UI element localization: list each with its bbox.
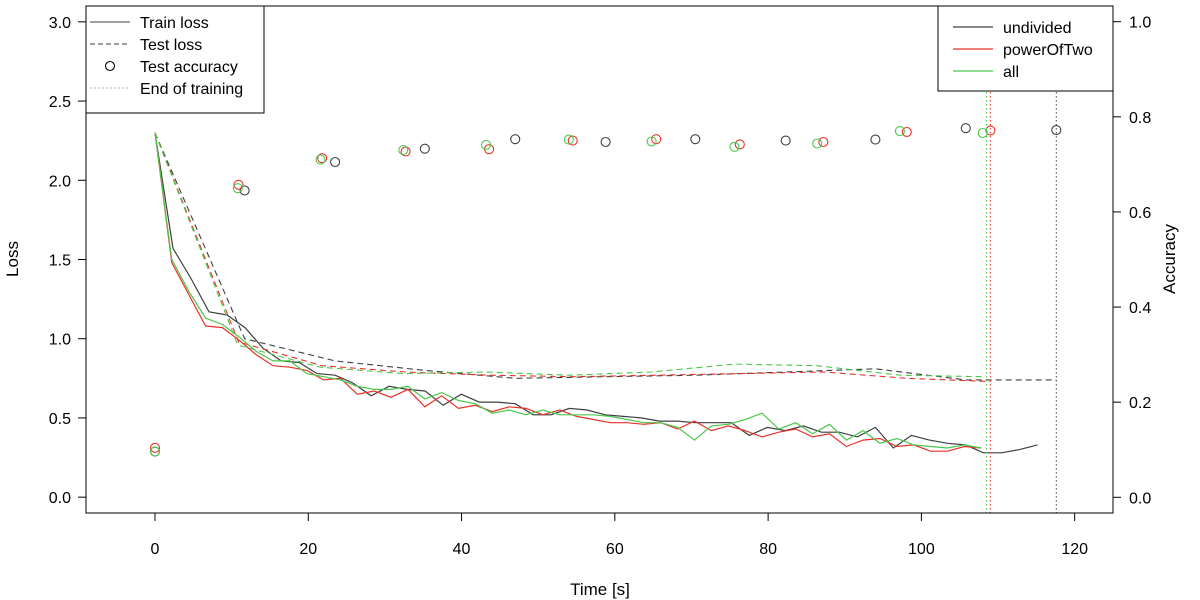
accuracy-point-all: [894, 126, 905, 137]
accuracy-point-all: [232, 183, 243, 194]
y-axis-left-label: Loss: [3, 241, 22, 277]
x-tick-label: 80: [759, 541, 777, 558]
accuracy-point-all: [812, 138, 823, 149]
series-lines: [154, 132, 1057, 454]
legend-style-label: End of training: [140, 81, 243, 98]
accuracy-point-undivided: [690, 134, 701, 145]
accuracy-point-all: [398, 145, 409, 156]
accuracy-point-powerOfTwo: [233, 179, 244, 190]
y-tick-label-left: 0.5: [49, 411, 71, 428]
accuracy-point-undivided: [870, 134, 881, 145]
x-tick-label: 60: [606, 541, 624, 558]
accuracy-point-all: [315, 154, 326, 165]
end-of-training-lines: [986, 92, 1057, 513]
accuracy-point-powerOfTwo: [149, 442, 161, 453]
y-tick-label-left: 3.0: [49, 15, 71, 32]
accuracy-point-all: [729, 141, 740, 152]
legend-series-label: undivided: [1003, 20, 1072, 37]
legend-series: undivided powerOfTwo all: [937, 5, 1114, 92]
accuracy-points: [149, 123, 1062, 457]
train-loss-line-undivided: [154, 132, 1038, 454]
accuracy-point-powerOfTwo: [651, 134, 662, 145]
legend-style: Train loss Test loss Test accuracy End of t…: [85, 5, 265, 114]
accuracy-point-undivided: [1051, 125, 1062, 136]
x-axis-label: Time [s]: [570, 580, 630, 599]
x-axis: 0 20 40 60 80 100 120: [151, 512, 1088, 558]
y-tick-label-left: 2.5: [49, 94, 71, 111]
legend-style-label: Train loss: [140, 15, 209, 32]
test-loss-line-undivided: [154, 132, 1057, 381]
y-tick-label-right: 0.4: [1129, 300, 1151, 317]
legend-style-label: Test loss: [140, 37, 202, 54]
accuracy-point-powerOfTwo: [985, 125, 996, 136]
x-tick-label: 40: [453, 541, 471, 558]
accuracy-point-all: [481, 139, 492, 150]
x-tick-label: 100: [908, 541, 935, 558]
accuracy-point-undivided: [239, 185, 250, 196]
accuracy-point-powerOfTwo: [317, 153, 328, 164]
train-loss-line-powerOfTwo: [154, 132, 982, 452]
accuracy-point-undivided: [330, 156, 341, 168]
y-tick-label-left: 1.0: [49, 332, 71, 349]
accuracy-point-all: [646, 136, 657, 147]
accuracy-point-powerOfTwo: [734, 139, 745, 150]
accuracy-point-undivided: [600, 136, 611, 148]
test-loss-line-all: [154, 132, 983, 378]
y-tick-label-right: 0.8: [1129, 110, 1151, 127]
accuracy-point-powerOfTwo: [901, 126, 912, 138]
accuracy-point-undivided: [780, 135, 791, 146]
y-tick-label-left: 2.0: [49, 173, 71, 190]
accuracy-point-undivided: [960, 123, 971, 134]
x-tick-label: 20: [299, 541, 317, 558]
accuracy-point-all: [149, 446, 161, 457]
accuracy-point-powerOfTwo: [400, 146, 411, 157]
x-tick-label: 120: [1061, 541, 1088, 558]
y-tick-label-right: 0.2: [1129, 395, 1151, 412]
legend-style-box: [85, 5, 265, 114]
legend-key-circle: [104, 60, 116, 72]
accuracy-point-all: [977, 127, 988, 139]
accuracy-point-undivided: [419, 143, 430, 154]
y-tick-label-left: 1.5: [49, 253, 71, 270]
train-loss-line-all: [154, 132, 982, 449]
legend-series-label: all: [1003, 64, 1019, 81]
y-tick-label-right: 0.0: [1129, 490, 1151, 507]
accuracy-point-powerOfTwo: [818, 136, 829, 148]
accuracy-point-all: [563, 134, 574, 145]
legend-series-label: powerOfTwo: [1003, 42, 1093, 59]
x-tick-label: 0: [151, 541, 160, 558]
legend-style-label: Test accuracy: [140, 59, 238, 76]
y-tick-label-left: 0.0: [49, 490, 71, 507]
accuracy-point-undivided: [510, 134, 521, 145]
y-axis-right: 0.0 0.2 0.4 0.6 0.8 1.0: [1113, 15, 1151, 507]
test-loss-line-powerOfTwo: [154, 132, 991, 383]
y-tick-label-right: 1.0: [1129, 15, 1151, 32]
y-axis-right-label: Accuracy: [1160, 224, 1179, 294]
y-axis-left: 0.0 0.5 1.0 1.5 2.0 2.5 3.0: [49, 15, 87, 507]
y-tick-label-right: 0.6: [1129, 205, 1151, 222]
accuracy-point-powerOfTwo: [567, 135, 578, 146]
